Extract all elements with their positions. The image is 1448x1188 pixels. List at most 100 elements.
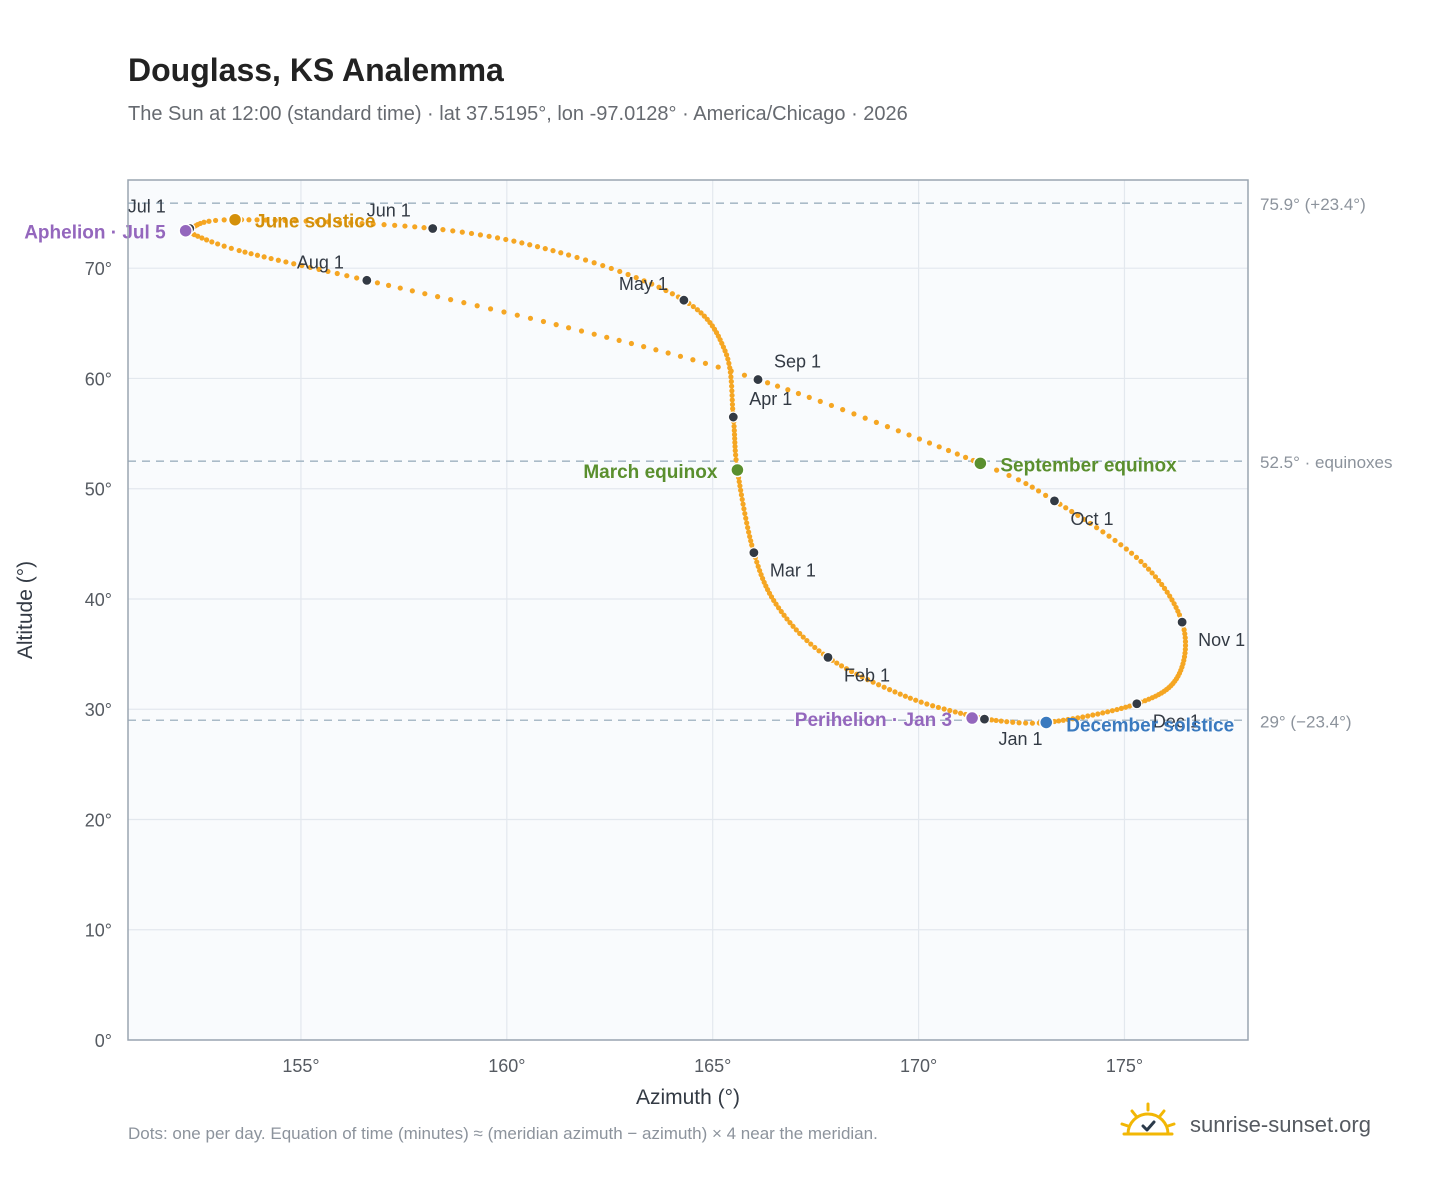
month-dot xyxy=(748,547,760,559)
month-label: Oct 1 xyxy=(1070,509,1113,529)
daily-dot xyxy=(628,340,635,347)
daily-dot xyxy=(876,682,882,688)
daily-dot xyxy=(468,230,475,237)
event-dot xyxy=(178,223,193,238)
daily-dot xyxy=(748,538,754,544)
daily-dot xyxy=(1023,720,1029,726)
daily-dot xyxy=(733,452,739,458)
daily-dot xyxy=(862,415,868,421)
daily-dot xyxy=(440,227,446,233)
daily-dot xyxy=(732,435,738,442)
daily-dot xyxy=(381,222,387,228)
daily-dot xyxy=(209,239,215,245)
x-tick-label: 160° xyxy=(488,1056,525,1076)
daily-dot xyxy=(993,717,999,724)
daily-dot xyxy=(812,644,818,651)
event-label: June solstice xyxy=(255,212,375,233)
daily-dot xyxy=(1123,704,1129,710)
daily-dot xyxy=(729,401,736,408)
daily-dot xyxy=(758,572,764,578)
event-markers: June solstice December solstice March equi… xyxy=(24,212,1234,737)
daily-dot xyxy=(817,398,823,404)
footnote: Dots: one per day. Equation of time (min… xyxy=(128,1124,878,1143)
daily-dot xyxy=(1164,589,1170,595)
daily-dot xyxy=(1133,554,1140,560)
daily-dot xyxy=(1182,631,1188,637)
plot-frame xyxy=(127,179,1249,1041)
month-label: Aug 1 xyxy=(297,252,344,272)
daily-dot xyxy=(534,244,541,250)
daily-dot xyxy=(785,387,791,393)
daily-dot xyxy=(954,451,960,457)
daily-dot xyxy=(1029,720,1036,726)
daily-dot xyxy=(421,225,427,231)
daily-dot xyxy=(254,252,261,258)
daily-dot xyxy=(742,510,748,517)
daily-dot xyxy=(747,533,753,540)
daily-dot xyxy=(553,322,559,328)
daily-dot xyxy=(790,623,796,629)
daily-dot xyxy=(865,676,871,683)
daily-dot xyxy=(641,344,647,350)
daily-dot xyxy=(578,328,585,334)
daily-dot xyxy=(755,563,761,570)
daily-dot xyxy=(303,218,309,224)
daily-dot xyxy=(348,220,354,226)
daily-dot xyxy=(793,627,799,633)
daily-dot xyxy=(272,217,278,223)
month-label: Jan 1 xyxy=(998,729,1042,749)
daily-dot xyxy=(1010,719,1016,725)
daily-dot xyxy=(757,567,763,574)
daily-dot xyxy=(916,436,923,442)
event-dot xyxy=(973,456,988,471)
daily-dot xyxy=(1015,477,1022,483)
daily-dot xyxy=(732,448,738,454)
daily-dot xyxy=(582,257,589,263)
daily-dot xyxy=(325,219,331,225)
daily-dot xyxy=(1069,508,1075,515)
daily-dot xyxy=(926,440,933,446)
brand-logo[interactable]: sunrise-sunset.org xyxy=(1120,1100,1390,1150)
daily-dot xyxy=(873,419,879,425)
daily-dot xyxy=(795,390,802,397)
month-label: Apr 1 xyxy=(749,389,792,409)
daily-dot xyxy=(459,229,465,235)
daily-dot xyxy=(336,219,343,225)
daily-dot xyxy=(726,360,732,366)
reference-line-label: 75.9° (+23.4°) xyxy=(1260,195,1366,214)
daily-dot xyxy=(600,262,606,269)
daily-dot xyxy=(728,368,734,374)
daily-dot xyxy=(1112,537,1118,544)
reference-line-label: 52.5° · equinoxes xyxy=(1260,453,1393,472)
event-label: March equinox xyxy=(583,462,718,483)
month-label: Jun 1 xyxy=(367,201,411,221)
daily-dot xyxy=(385,282,392,288)
month-dot xyxy=(752,373,764,386)
event-label: December solstice xyxy=(1066,715,1234,736)
daily-dot xyxy=(1181,627,1187,633)
daily-dot xyxy=(246,217,252,223)
month-dot xyxy=(978,713,991,725)
daily-dot xyxy=(397,285,403,291)
daily-dot xyxy=(1156,578,1162,584)
daily-dot xyxy=(731,427,737,434)
daily-dot xyxy=(800,634,806,640)
daily-dot xyxy=(701,313,707,319)
y-tick-label: 70° xyxy=(85,259,112,279)
daily-dot xyxy=(1145,566,1152,572)
daily-dot xyxy=(745,524,751,531)
daily-dot xyxy=(527,315,534,321)
daily-dot xyxy=(354,275,360,281)
daily-dot xyxy=(749,542,755,548)
daily-dot xyxy=(307,264,313,271)
daily-dot xyxy=(514,312,520,318)
daily-dot xyxy=(729,388,735,394)
daily-dot xyxy=(1138,558,1144,565)
daily-dot xyxy=(895,428,901,434)
x-tick-label: 175° xyxy=(1106,1056,1143,1076)
daily-dot xyxy=(848,668,855,675)
daily-dot xyxy=(291,261,297,267)
chart-title: Douglass, KS Analemma xyxy=(128,52,504,88)
daily-dot xyxy=(242,249,248,255)
daily-dot xyxy=(1100,710,1106,716)
